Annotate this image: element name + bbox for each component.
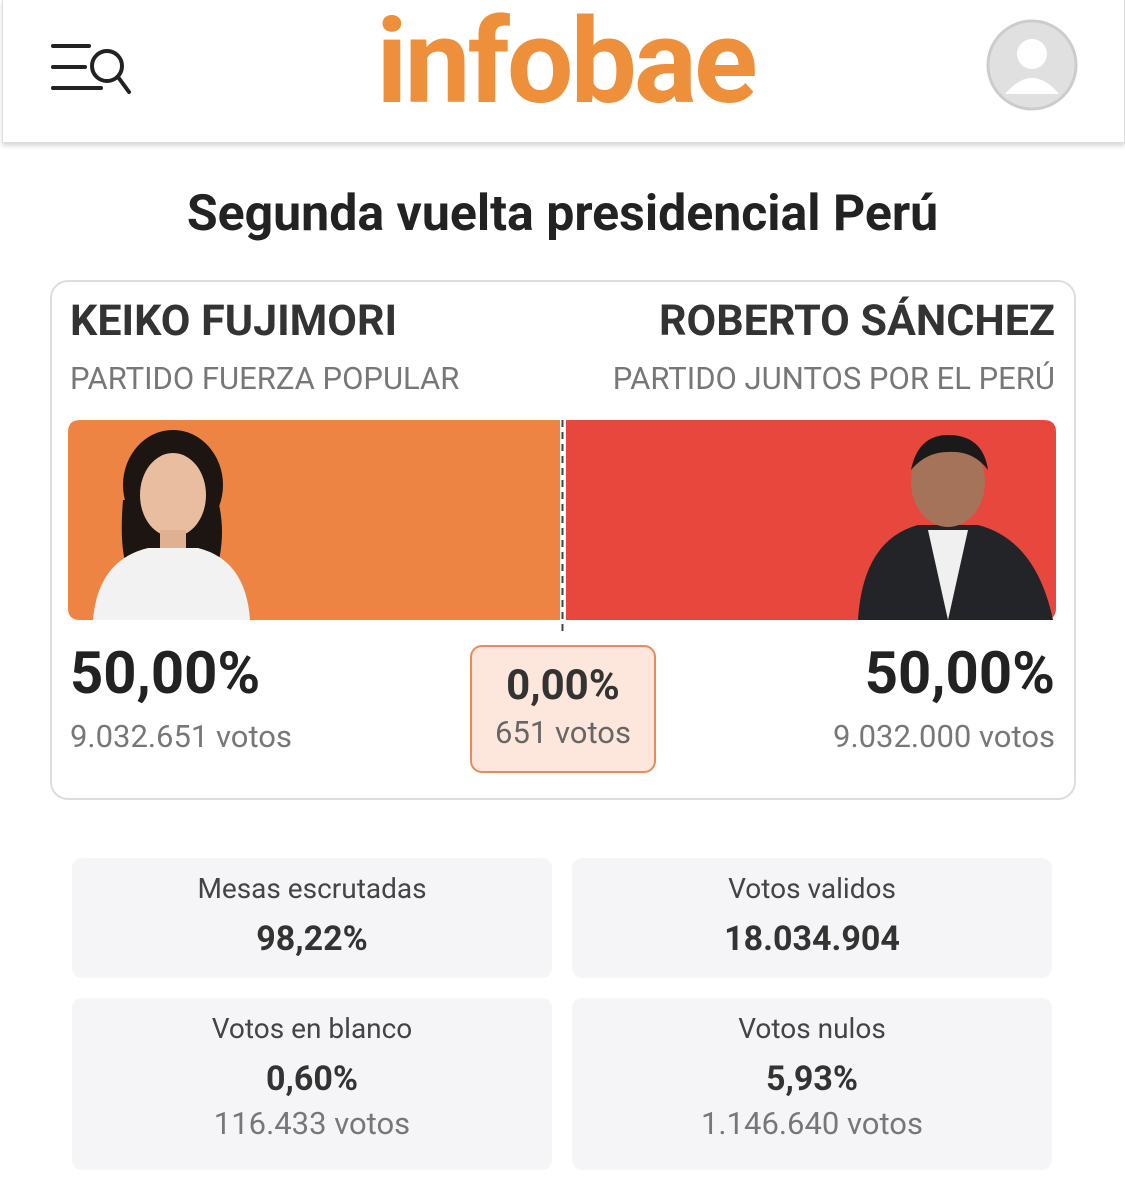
stat-label: Mesas escrutadas: [197, 872, 427, 905]
photo-left: [93, 430, 250, 620]
avatar[interactable]: [985, 18, 1079, 112]
stat-box: Mesas escrutadas 98,22%: [72, 858, 552, 978]
results-card: [50, 280, 1076, 800]
candidate-votes: 9.032.651 votos: [70, 718, 292, 755]
stat-box: Votos validos 18.034.904: [572, 858, 1052, 978]
difference-percent: 0,00%: [506, 661, 620, 710]
photo-right: [858, 435, 1053, 620]
candidate-name: ROBERTO SÁNCHEZ: [659, 296, 1055, 346]
stat-value: 98,22%: [256, 919, 368, 959]
candidate-percent: 50,00%: [70, 640, 261, 708]
stat-votes: 116.433 votos: [213, 1105, 411, 1142]
candidate-party: PARTIDO FUERZA POPULAR: [70, 360, 460, 397]
difference-box: 0,00% 651 votos: [470, 645, 656, 773]
stat-box: Votos en blanco 0,60% 116.433 votos: [72, 998, 552, 1170]
stat-label: Votos validos: [728, 872, 896, 905]
vote-bar: [68, 420, 1056, 635]
stat-label: Votos en blanco: [211, 1012, 413, 1045]
candidate-name: KEIKO FUJIMORI: [70, 296, 398, 346]
header: infobae: [2, 0, 1125, 143]
stat-value: 0,60%: [265, 1059, 359, 1099]
candidate-party: PARTIDO JUNTOS POR EL PERÚ: [612, 360, 1055, 397]
stat-box: Votos nulos 5,93% 1.146.640 votos: [572, 998, 1052, 1170]
candidate-percent: 50,00%: [864, 640, 1055, 708]
candidate-votes: 9.032.000 votos: [833, 718, 1055, 755]
search-menu-icon[interactable]: [49, 38, 133, 100]
logo[interactable]: infobae: [376, 0, 757, 131]
stat-value: 18.034.904: [724, 919, 900, 959]
difference-votes: 651 votos: [495, 714, 631, 751]
title: Segunda vuelta presidencial Perú: [186, 185, 939, 243]
stat-value: 5,93%: [765, 1059, 859, 1099]
stat-label: Votos nulos: [738, 1012, 886, 1045]
stat-votes: 1.146.640 votos: [701, 1105, 923, 1142]
